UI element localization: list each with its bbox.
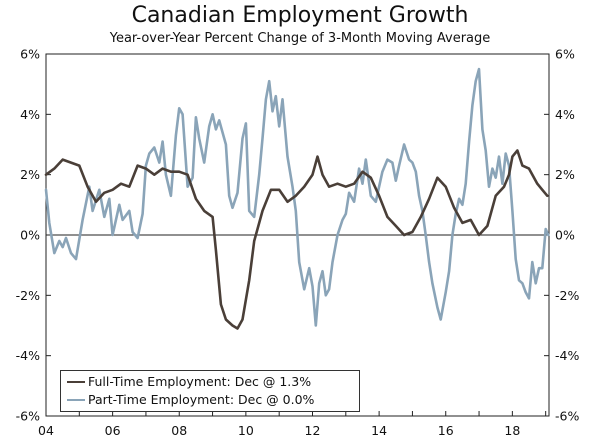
y-tick-label-right: -4% [555, 348, 579, 363]
y-tick-label-left: 0% [20, 228, 40, 243]
y-tick-label-left: -2% [16, 288, 40, 303]
y-tick-label-left: 2% [20, 167, 40, 182]
legend-label-part-time: Part-Time Employment: Dec @ 0.0% [88, 392, 315, 407]
x-tick-label: 18 [504, 423, 520, 438]
x-tick-label: 10 [238, 423, 254, 438]
legend: Full-Time Employment: Dec @ 1.3% Part-Ti… [60, 370, 360, 412]
y-tick-label-right: -2% [555, 288, 579, 303]
y-tick-label-right: 2% [555, 167, 575, 182]
legend-swatch-part-time [67, 398, 85, 401]
y-tick-label-right: 4% [555, 107, 575, 122]
chart-subtitle: Year-over-Year Percent Change of 3-Month… [109, 31, 491, 46]
legend-item-part-time: Part-Time Employment: Dec @ 0.0% [67, 391, 314, 409]
y-tick-label-left: -6% [16, 409, 40, 424]
series-line-part-time [44, 67, 550, 327]
x-tick-label: 08 [171, 423, 187, 438]
x-tick-label: 12 [305, 423, 321, 438]
y-tick-label-left: -4% [16, 348, 40, 363]
legend-item-full-time: Full-Time Employment: Dec @ 1.3% [67, 373, 311, 391]
legend-label-full-time: Full-Time Employment: Dec @ 1.3% [88, 374, 312, 389]
x-tick-label: 14 [371, 423, 387, 438]
x-tick-label: 06 [105, 423, 121, 438]
y-tick-label-left: 4% [20, 107, 40, 122]
series-line-full-time [44, 149, 549, 330]
y-tick-label-left: 6% [20, 47, 40, 62]
y-tick-label-right: 6% [555, 47, 575, 62]
chart-title: Canadian Employment Growth [131, 3, 469, 28]
x-tick-label: 04 [38, 423, 54, 438]
y-tick-label-right: -6% [555, 409, 579, 424]
legend-swatch-full-time [67, 380, 85, 383]
y-tick-label-right: 0% [555, 228, 575, 243]
x-tick-label: 16 [438, 423, 454, 438]
